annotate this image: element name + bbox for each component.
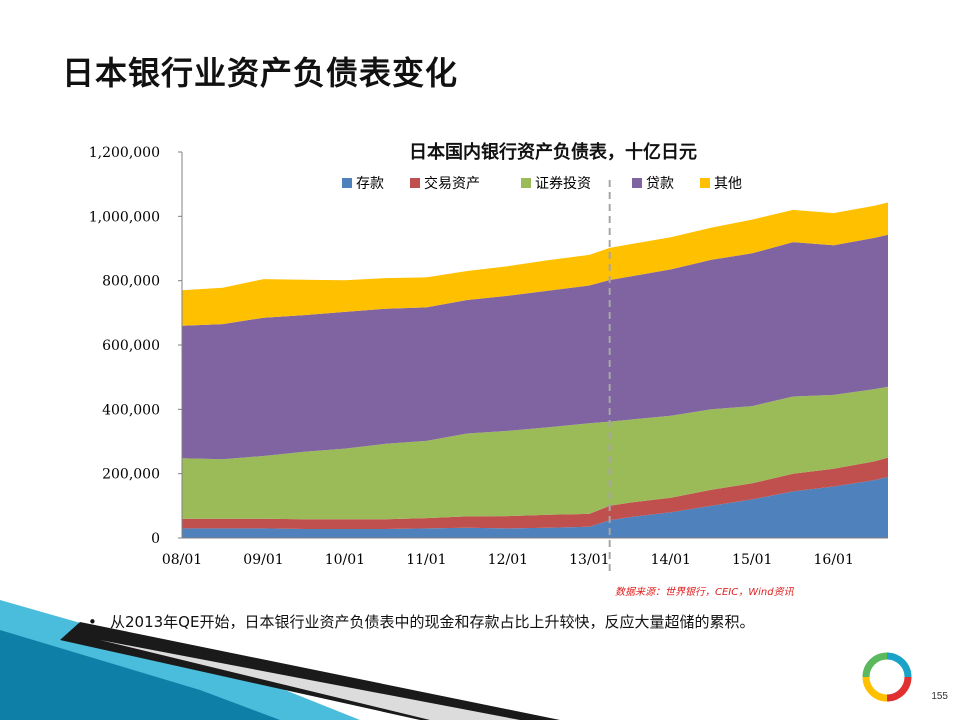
legend-label: 交易资产 [424, 175, 480, 192]
logo-icon [862, 652, 912, 702]
legend-label: 贷款 [646, 176, 674, 192]
chart-title: 日本国内银行资产负债表，十亿日元 [409, 141, 697, 163]
y-tick-label: 200,000 [102, 467, 160, 483]
chart-areas [182, 202, 888, 538]
x-tick-label: 11/01 [406, 552, 446, 568]
legend-label: 其他 [714, 176, 742, 192]
legend-swatch [342, 178, 352, 188]
y-tick-label: 600,000 [102, 338, 160, 354]
x-tick-label: 15/01 [732, 552, 772, 568]
page-number: 155 [931, 691, 948, 702]
legend-label: 存款 [356, 176, 384, 192]
area-series-0 [182, 476, 888, 538]
x-tick-label: 09/01 [243, 552, 283, 568]
y-tick-label: 800,000 [102, 274, 160, 290]
y-tick-label: 0 [151, 531, 160, 547]
legend-label: 证券投资 [535, 176, 591, 192]
area-series-1 [182, 457, 888, 529]
chart-axes: 0 200,000 400,000 600,000 800,000 1,000,000 1,… [89, 145, 888, 575]
area-series-3 [182, 234, 888, 460]
chart-legend: 存款 交易资产 证券投资 贷款 其他 [342, 175, 742, 192]
x-tick-label: 08/01 [162, 552, 202, 568]
bullet-icon: • [88, 613, 97, 631]
x-tick-label: 12/01 [488, 552, 528, 568]
y-tick-label: 1,200,000 [89, 145, 160, 161]
y-tick-label: 400,000 [102, 402, 160, 418]
source-note: 数据来源：世界银行，CEIC，Wind资讯 [615, 587, 794, 598]
bullet-point: • 从2013年QE开始，日本银行业资产负债表中的现金和存款占比上升较快，反应大量… [88, 611, 754, 632]
x-tick-label: 14/01 [651, 552, 691, 568]
y-tick-label: 1,000,000 [89, 209, 160, 225]
legend-swatch [632, 178, 642, 188]
area-series-4 [182, 202, 888, 326]
area-series-2 [182, 386, 888, 520]
bullet-text: 从2013年QE开始，日本银行业资产负债表中的现金和存款占比上升较快，反应大量超… [110, 613, 755, 631]
stacked-area-chart: 0 200,000 400,000 600,000 800,000 1,000,000 1,… [89, 141, 888, 575]
x-tick-label: 16/01 [814, 552, 854, 568]
x-tick-label: 13/01 [569, 552, 609, 568]
legend-swatch [410, 178, 420, 188]
legend-swatch [521, 178, 531, 188]
page-title: 日本银行业资产负债表变化 [62, 54, 459, 92]
legend-swatch [700, 178, 710, 188]
x-tick-label: 10/01 [325, 552, 365, 568]
